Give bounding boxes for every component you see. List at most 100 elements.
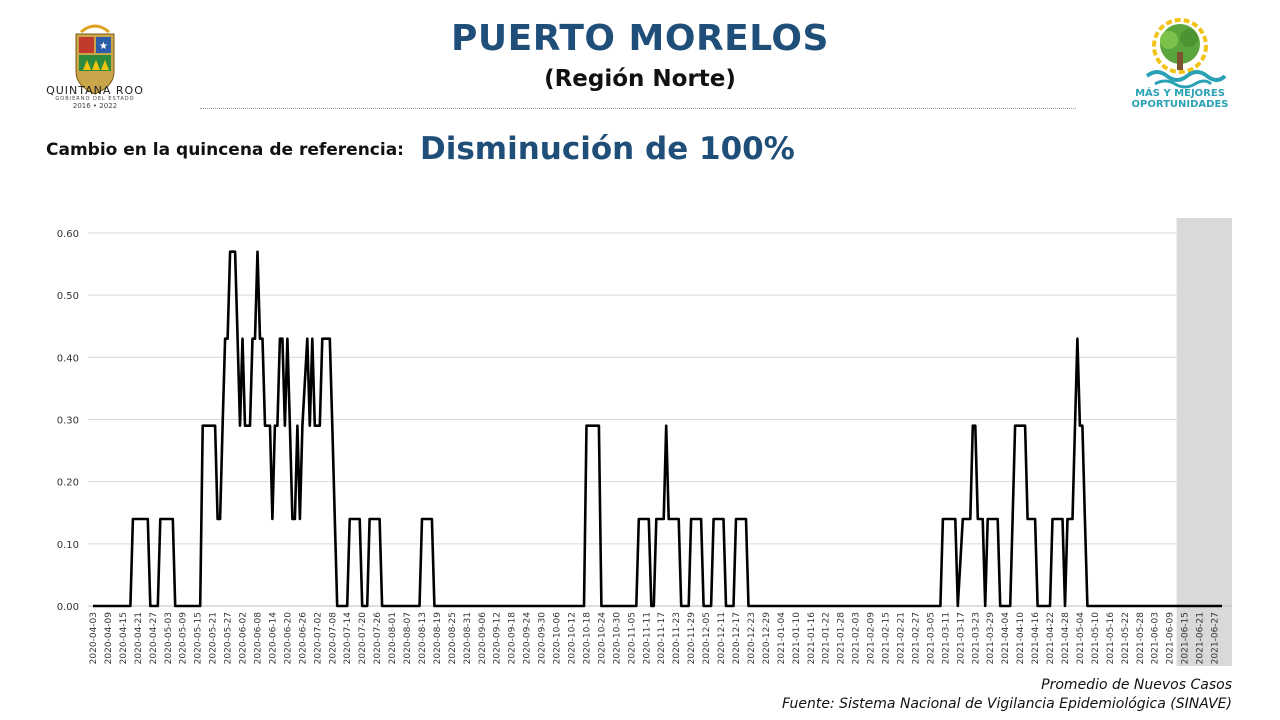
x-tick-label: 2021-06-27 bbox=[1211, 612, 1221, 664]
x-tick-label: 2021-04-10 bbox=[1016, 612, 1026, 665]
x-tick-label: 2021-03-05 bbox=[926, 612, 936, 664]
x-tick-label: 2020-06-20 bbox=[283, 612, 293, 665]
x-tick-label: 2020-11-23 bbox=[672, 612, 682, 664]
logo-left-name: QUINTANA ROO bbox=[46, 84, 144, 97]
coat-of-arms-icon: ★ bbox=[75, 24, 115, 95]
x-tick-label: 2021-02-21 bbox=[896, 612, 906, 664]
x-tick-label: 2021-01-04 bbox=[777, 612, 787, 665]
x-tick-label: 2020-10-24 bbox=[597, 612, 607, 665]
x-tick-label: 2020-04-03 bbox=[89, 612, 99, 664]
source-note: Fuente: Sistema Nacional de Vigilancia E… bbox=[782, 696, 1232, 712]
x-tick-label: 2020-10-12 bbox=[568, 612, 578, 664]
x-tick-label: 2020-09-12 bbox=[493, 612, 503, 664]
x-tick-label: 2020-12-17 bbox=[732, 612, 742, 664]
x-tick-label: 2021-06-03 bbox=[1151, 612, 1161, 664]
x-tick-label: 2021-04-28 bbox=[1061, 612, 1071, 665]
x-tick-label: 2021-06-15 bbox=[1181, 612, 1191, 664]
x-tick-label: 2020-06-08 bbox=[253, 612, 263, 665]
svg-text:★: ★ bbox=[99, 41, 108, 52]
x-tick-label: 2021-03-23 bbox=[971, 612, 981, 664]
x-tick-label: 2021-01-22 bbox=[822, 612, 832, 664]
header-divider bbox=[200, 108, 1076, 109]
series-line bbox=[93, 250, 1222, 608]
x-tick-label: 2021-05-04 bbox=[1076, 612, 1086, 665]
y-tick-label: 0.50 bbox=[57, 291, 79, 302]
logo-right-line1: MÁS Y MEJORES bbox=[1135, 88, 1225, 99]
x-tick-label: 2021-03-17 bbox=[956, 612, 966, 664]
x-tick-label: 2020-08-13 bbox=[418, 612, 428, 664]
x-tick-label: 2020-11-17 bbox=[657, 612, 667, 664]
x-tick-label: 2020-09-30 bbox=[538, 612, 548, 665]
x-tick-label: 2021-01-16 bbox=[807, 612, 817, 665]
x-tick-label: 2021-06-09 bbox=[1166, 612, 1176, 665]
x-tick-label: 2021-03-11 bbox=[941, 612, 951, 664]
y-tick-label: 0.00 bbox=[57, 602, 79, 613]
x-tick-label: 2021-04-22 bbox=[1046, 612, 1056, 664]
x-tick-label: 2020-09-18 bbox=[508, 612, 518, 665]
x-tick-label: 2020-05-27 bbox=[224, 612, 234, 664]
x-tick-label: 2021-02-15 bbox=[882, 612, 892, 664]
x-tick-label: 2020-12-05 bbox=[702, 612, 712, 664]
logo-left-subtitle: GOBIERNO DEL ESTADO bbox=[55, 96, 135, 102]
chart-legend-note: Promedio de Nuevos Casos bbox=[1041, 677, 1232, 693]
x-tick-label: 2020-05-03 bbox=[164, 612, 174, 664]
tree-icon bbox=[1145, 18, 1227, 89]
x-tick-label: 2021-01-28 bbox=[837, 612, 847, 665]
x-tick-label: 2021-05-28 bbox=[1136, 612, 1146, 665]
change-value: Disminución de 100% bbox=[420, 131, 795, 167]
x-tick-label: 2020-08-31 bbox=[463, 612, 473, 664]
x-tick-label: 2020-07-02 bbox=[313, 612, 323, 664]
y-tick-label: 0.20 bbox=[57, 478, 79, 489]
x-tick-label: 2020-05-15 bbox=[194, 612, 204, 664]
x-tick-label: 2020-08-01 bbox=[388, 612, 398, 664]
x-tick-label: 2020-07-08 bbox=[328, 612, 338, 665]
x-tick-label: 2020-12-11 bbox=[717, 612, 727, 664]
x-tick-label: 2021-01-10 bbox=[792, 612, 802, 665]
tree-logo bbox=[1145, 18, 1227, 89]
shaded-region bbox=[1176, 218, 1232, 666]
x-tick-label: 2020-07-20 bbox=[358, 612, 368, 665]
y-tick-label: 0.10 bbox=[57, 540, 79, 551]
x-tick-label: 2020-07-14 bbox=[343, 612, 353, 665]
x-tick-label: 2020-09-24 bbox=[523, 612, 533, 665]
x-tick-label: 2020-11-11 bbox=[642, 612, 652, 664]
x-tick-label: 2020-04-09 bbox=[104, 612, 114, 665]
x-tick-label: 2021-06-21 bbox=[1196, 612, 1206, 664]
x-tick-label: 2021-04-04 bbox=[1001, 612, 1011, 665]
x-tick-label: 2021-05-16 bbox=[1106, 612, 1116, 665]
x-tick-label: 2020-11-05 bbox=[627, 612, 637, 664]
x-tick-label: 2020-09-06 bbox=[478, 612, 488, 665]
page-subtitle: (Región Norte) bbox=[544, 66, 736, 92]
x-tick-label: 2020-10-18 bbox=[582, 612, 592, 665]
y-tick-label: 0.60 bbox=[57, 229, 79, 240]
logo-right-line2: OPORTUNIDADES bbox=[1131, 99, 1229, 110]
page-title: PUERTO MORELOS bbox=[451, 18, 829, 59]
x-tick-label: 2021-05-10 bbox=[1091, 612, 1101, 665]
x-tick-label: 2020-10-30 bbox=[612, 612, 622, 665]
x-tick-label: 2020-08-07 bbox=[403, 612, 413, 664]
x-tick-label: 2021-05-22 bbox=[1121, 612, 1131, 664]
x-tick-label: 2020-07-26 bbox=[373, 612, 383, 665]
x-tick-label: 2020-04-21 bbox=[134, 612, 144, 664]
x-tick-label: 2020-05-21 bbox=[209, 612, 219, 664]
x-tick-label: 2021-02-03 bbox=[852, 612, 862, 664]
x-tick-label: 2020-06-26 bbox=[298, 612, 308, 665]
x-tick-label: 2020-08-19 bbox=[433, 612, 443, 665]
x-tick-label: 2021-02-09 bbox=[867, 612, 877, 665]
x-tick-label: 2020-04-15 bbox=[119, 612, 129, 664]
x-tick-label: 2020-10-06 bbox=[553, 612, 563, 665]
x-tick-label: 2020-12-23 bbox=[747, 612, 757, 664]
quintana-roo-logo: ★ bbox=[75, 24, 115, 95]
x-tick-label: 2020-06-14 bbox=[268, 612, 278, 665]
y-tick-label: 0.40 bbox=[57, 353, 79, 364]
x-tick-label: 2020-04-27 bbox=[149, 612, 159, 664]
x-tick-label: 2021-02-27 bbox=[911, 612, 921, 664]
x-tick-label: 2021-04-16 bbox=[1031, 612, 1041, 665]
x-tick-label: 2020-05-09 bbox=[179, 612, 189, 665]
change-label: Cambio en la quincena de referencia: bbox=[46, 140, 404, 160]
x-tick-label: 2020-11-29 bbox=[687, 612, 697, 665]
x-tick-label: 2021-03-29 bbox=[986, 612, 996, 665]
logo-left-years: 2016 • 2022 bbox=[72, 102, 118, 110]
x-tick-label: 2020-08-25 bbox=[448, 612, 458, 664]
